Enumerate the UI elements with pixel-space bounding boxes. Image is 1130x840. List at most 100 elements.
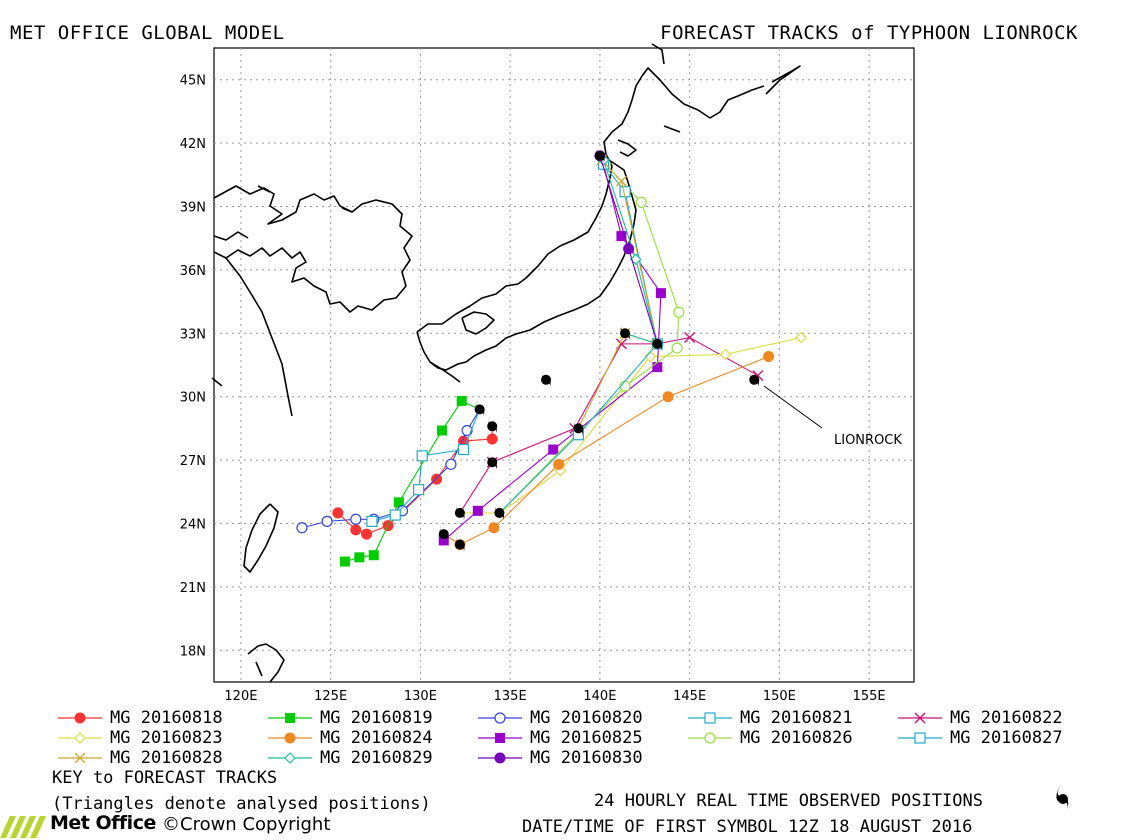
storm-label-leader xyxy=(763,385,823,429)
observed-typhoon-icon xyxy=(474,399,485,419)
lat-tick-label: 36N xyxy=(180,264,206,279)
storm-label: LIONROCK xyxy=(834,433,902,448)
typhoon-symbol-icon xyxy=(1056,786,1069,812)
legend-marker xyxy=(704,712,716,724)
lon-tick-label: 120E xyxy=(224,689,257,700)
track-line xyxy=(602,159,659,345)
track-point xyxy=(662,391,674,403)
legend-label: MG 20160825 xyxy=(530,728,643,748)
legend-item: MG 20160830 xyxy=(476,748,643,768)
map-panel: LIONROCK 120E 125E 130E 135E 140E 145E 150E 155… xyxy=(180,43,915,704)
lat-tick-label: 33N xyxy=(180,327,206,342)
observed-typhoon-icon xyxy=(454,502,465,522)
track-point xyxy=(445,458,457,470)
met-office-logo-icon xyxy=(0,816,46,838)
legend-marker xyxy=(704,732,716,744)
map-gridlines xyxy=(214,48,914,682)
lat-tick-label: 24N xyxy=(180,518,206,533)
track-point xyxy=(635,196,647,208)
track-point xyxy=(644,350,657,363)
legend-marker xyxy=(914,732,926,744)
track-point xyxy=(619,380,631,392)
legend-swatch-icon xyxy=(58,732,102,744)
legend-item: MG 20160827 xyxy=(896,728,1063,748)
title-left: MET OFFICE GLOBAL MODEL xyxy=(10,22,285,44)
legend-item: MG 20160826 xyxy=(686,728,853,748)
track-point xyxy=(438,535,449,546)
legend-swatch-icon xyxy=(478,712,522,724)
lon-tick-label: 140E xyxy=(583,689,616,700)
track-point xyxy=(416,450,428,462)
legend-item: MG 20160820 xyxy=(476,708,643,728)
legend-marker xyxy=(284,732,296,744)
track-point xyxy=(350,524,362,536)
key-note: (Triangles denote analysed positions) xyxy=(52,794,431,814)
forecast-map: LIONROCK 120E 125E 130E 135E 140E 145E 150E 155… xyxy=(180,43,915,704)
track-point xyxy=(719,348,732,361)
track-point xyxy=(389,509,401,521)
observed-typhoon-icon xyxy=(487,452,498,472)
first-symbol-note: DATE/TIME OF FIRST SYMBOL 12Z 18 AUGUST … xyxy=(522,817,973,837)
track-point xyxy=(548,444,559,455)
track-point xyxy=(393,497,404,508)
legend-swatch-icon xyxy=(898,732,942,744)
track-point xyxy=(629,253,642,266)
legend-label: MG 20160820 xyxy=(530,708,643,728)
legend-swatch-icon xyxy=(268,713,312,723)
track-point xyxy=(655,288,666,299)
legend-marker xyxy=(494,712,506,724)
legend-marker xyxy=(495,733,505,743)
lat-tick-label: 21N xyxy=(180,581,206,596)
legend-label: MG 20160826 xyxy=(740,728,853,748)
observed-typhoon-icon xyxy=(594,145,605,165)
observed-typhoon-icon xyxy=(541,369,552,389)
track-point xyxy=(763,351,775,363)
lon-tick-label: 145E xyxy=(673,689,706,700)
track-point xyxy=(616,231,627,242)
legend-swatch-icon xyxy=(688,712,732,724)
legend-label: MG 20160823 xyxy=(110,728,223,748)
observed-note: 24 HOURLY REAL TIME OBSERVED POSITIONS xyxy=(594,791,983,811)
track-point xyxy=(553,458,565,470)
lon-tick-label: 130E xyxy=(404,689,437,700)
legend-item: MG 20160822 xyxy=(896,708,1063,728)
legend-label: MG 20160822 xyxy=(950,708,1063,728)
legend-marker xyxy=(494,752,506,764)
track-point xyxy=(615,175,627,187)
met-office-logo-text: Met Office xyxy=(50,812,156,834)
lon-tick-label: 150E xyxy=(763,689,796,700)
observed-typhoon-icon xyxy=(494,502,505,522)
track-point xyxy=(652,362,663,373)
legend-swatch-icon xyxy=(58,712,102,724)
legend-item: MG 20160823 xyxy=(56,728,223,748)
track-point xyxy=(350,513,362,525)
lat-tick-label: 27N xyxy=(180,454,206,469)
track-point xyxy=(321,515,333,527)
track-point xyxy=(684,332,696,344)
track-point xyxy=(296,522,308,534)
legend-marker xyxy=(74,732,86,744)
legend-label: MG 20160828 xyxy=(110,748,223,768)
legend-marker xyxy=(74,752,86,764)
track-line xyxy=(459,336,802,514)
key-title: KEY to FORECAST TRACKS xyxy=(52,768,278,788)
track-point xyxy=(456,395,467,406)
lat-tick-label: 42N xyxy=(180,137,206,152)
legend-swatch-icon xyxy=(478,752,522,764)
track-point xyxy=(436,425,447,436)
legend-label: MG 20160829 xyxy=(320,748,433,768)
legend-swatch-icon xyxy=(898,712,942,724)
legend-item: MG 20160825 xyxy=(476,728,643,748)
track-point xyxy=(413,484,425,496)
legend-swatch-icon xyxy=(58,752,102,764)
observed-positions xyxy=(438,145,760,554)
track-point xyxy=(671,342,683,354)
observed-typhoon-icon xyxy=(454,534,465,554)
track-point xyxy=(340,556,351,567)
legend-swatch-icon xyxy=(268,752,312,764)
legend-item: MG 20160829 xyxy=(266,748,433,768)
legend-label: MG 20160819 xyxy=(320,708,433,728)
track-point xyxy=(368,550,379,561)
track-point xyxy=(366,515,378,527)
track-point xyxy=(332,507,344,519)
